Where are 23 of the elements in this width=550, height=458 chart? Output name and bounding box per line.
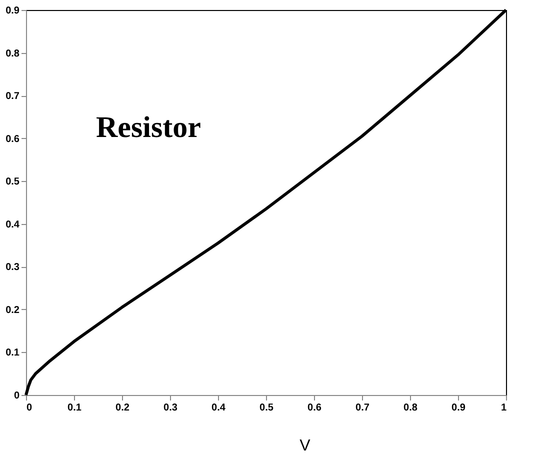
y-tick-label: 0.9 xyxy=(6,6,20,16)
annotation: Resistor xyxy=(96,111,201,144)
y-tick-label: 0.8 xyxy=(6,48,20,60)
y-tick-label: 0.5 xyxy=(6,176,20,188)
x-tick-label: 0.1 xyxy=(68,402,82,414)
x-tick-label: 0.7 xyxy=(356,402,370,414)
y-tick-label: 0.7 xyxy=(6,91,20,102)
x-tick-label: 0.4 xyxy=(212,402,226,414)
x-tick-label: 0.3 xyxy=(164,402,178,414)
x-tick-label: 0 xyxy=(26,402,32,414)
y-tick-label: 0.6 xyxy=(6,134,20,145)
y-tick-label: 0.3 xyxy=(6,262,20,274)
y-tick-label: 0 xyxy=(14,390,20,402)
y-tick-label: 0.2 xyxy=(6,304,20,316)
y-tick-label: 0.4 xyxy=(6,219,20,230)
x-tick-label: 0.8 xyxy=(404,402,418,414)
x-axis-title: V xyxy=(300,438,311,454)
x-tick-label: 0.2 xyxy=(116,402,130,414)
x-tick-label: 0.6 xyxy=(308,402,322,414)
x-tick-label: 0.9 xyxy=(452,402,466,414)
x-tick-label: 1 xyxy=(500,402,507,414)
y-tick-label: 0.1 xyxy=(6,348,20,359)
x-tick-label: 0.5 xyxy=(260,402,274,414)
